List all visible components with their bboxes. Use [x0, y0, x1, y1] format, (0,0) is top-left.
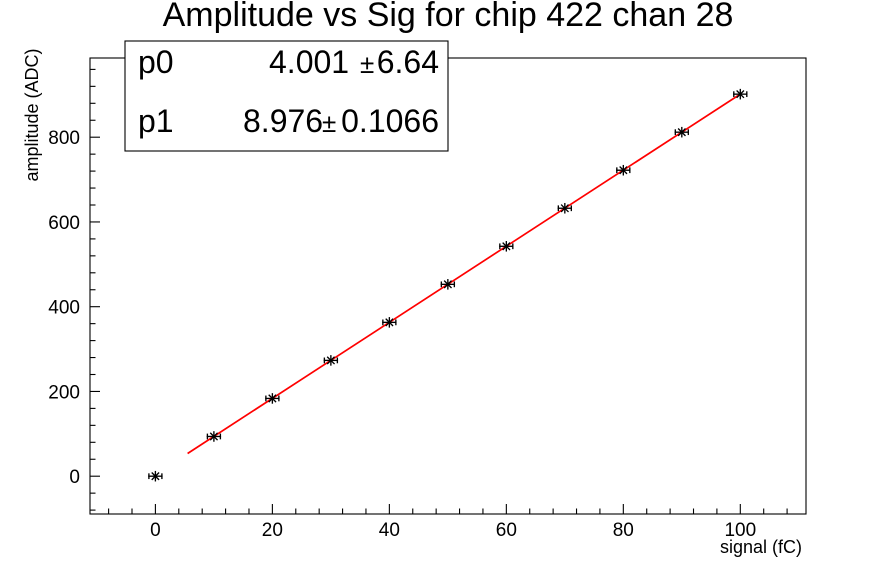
- svg-text:±: ±: [322, 108, 336, 138]
- svg-text:400: 400: [48, 298, 80, 319]
- svg-text:200: 200: [48, 382, 80, 403]
- svg-text:0: 0: [69, 467, 80, 488]
- svg-text:signal (fC): signal (fC): [720, 537, 802, 557]
- svg-text:80: 80: [613, 520, 634, 541]
- svg-text:800: 800: [48, 128, 80, 149]
- svg-text:amplitude (ADC): amplitude (ADC): [22, 48, 42, 181]
- svg-text:8.976: 8.976: [243, 103, 323, 139]
- svg-text:4.001: 4.001: [269, 44, 349, 80]
- svg-text:0: 0: [150, 520, 161, 541]
- svg-text:6.64: 6.64: [377, 44, 439, 80]
- svg-text:0.1066: 0.1066: [341, 103, 439, 139]
- svg-text:Amplitude vs Sig for chip 422: Amplitude vs Sig for chip 422 chan 28: [163, 0, 734, 34]
- svg-text:±: ±: [360, 49, 374, 79]
- svg-text:40: 40: [379, 520, 400, 541]
- svg-text:60: 60: [496, 520, 517, 541]
- svg-text:20: 20: [262, 520, 283, 541]
- svg-text:600: 600: [48, 213, 80, 234]
- svg-text:p0: p0: [138, 44, 174, 80]
- svg-text:p1: p1: [138, 103, 174, 139]
